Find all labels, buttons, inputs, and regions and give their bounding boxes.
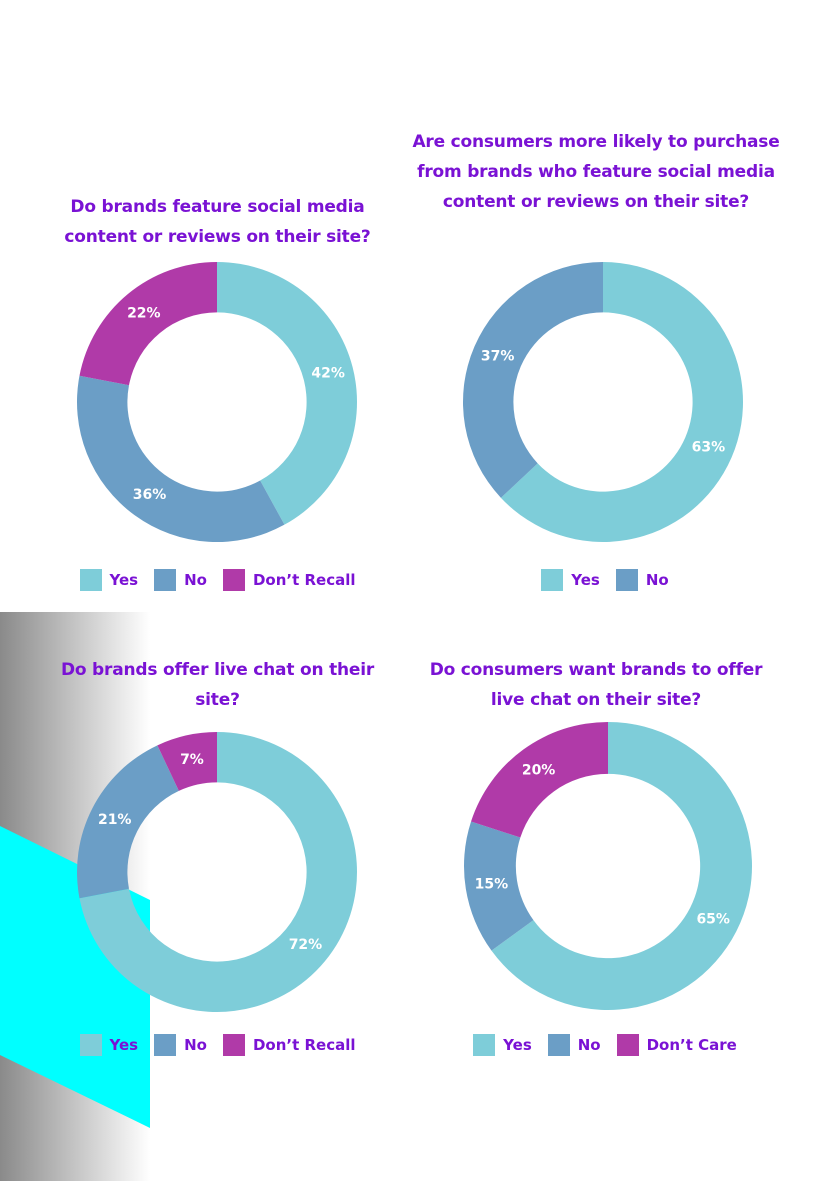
legend-label: No [645,571,669,589]
slice-don-t-care [471,722,608,838]
legend-item-don-t-recall: Don’t Recall [222,1034,356,1056]
slice-label-yes: 65% [696,912,730,928]
legend-swatch [547,1034,570,1056]
legend-label: Don’t Recall [252,571,356,589]
slice-label-don-t-care: 20% [522,762,556,778]
legend-label: Don’t Care [646,1036,737,1054]
legend-item-no: No [547,1034,601,1056]
slice-label-no: 37% [481,348,515,364]
chart-legend: Yes No Don’t Recall [20,568,415,592]
slice-label-no: 21% [98,812,132,828]
legend-label: Yes [571,571,600,589]
donut-chart: 72% 21% 7% [76,732,357,1012]
chart-legend: Yes No Don’t Care [405,1033,805,1057]
chart-legend: Yes No [405,568,805,592]
slice-no [76,745,179,899]
legend-item-yes: Yes [541,569,600,591]
legend-item-no: No [154,1034,207,1056]
donut-chart: 65% 15% 20% [464,722,752,1010]
slice-yes [79,732,357,1012]
chart-title: Do brands offer live chat on their site? [60,660,375,710]
slice-yes [491,722,752,1010]
legend-item-yes: Yes [473,1034,532,1056]
slice-don-t-recall [157,732,217,791]
slice-label-yes: 63% [692,440,726,456]
legend-label: Don’t Recall [252,1036,356,1054]
legend-swatch [154,1034,177,1056]
slice-no [463,262,603,498]
legend-label: Yes [109,1036,139,1054]
legend-swatch [616,1034,639,1056]
legend-swatch [79,569,102,591]
legend-item-don-t-recall: Don’t Recall [222,569,356,591]
chart-title: Do brands feature social media content o… [64,197,371,247]
legend-swatch [154,569,177,591]
legend-item-no: No [615,569,669,591]
slice-label-don-t-recall: 7% [180,752,204,768]
donut-chart: 42% 36% 22% [76,262,357,542]
donut-chart: 63% 37% [463,262,743,542]
slice-no [464,821,534,951]
legend-swatch [222,569,245,591]
legend-label: Yes [109,571,139,589]
slice-no [76,375,285,542]
legend-item-yes: Yes [79,569,139,591]
legend-swatch [615,569,638,591]
slice-label-no: 36% [133,487,167,503]
slice-label-don-t-recall: 22% [127,306,161,322]
legend-swatch [473,1034,496,1056]
legend-item-don-t-care: Don’t Care [616,1034,737,1056]
legend-item-no: No [154,569,207,591]
legend-swatch [222,1034,245,1056]
legend-label: No [577,1036,601,1054]
slice-label-yes: 72% [289,937,323,953]
legend-swatch [79,1034,102,1056]
chart-title: Do consumers want brands to offer live c… [429,660,763,710]
legend-item-yes: Yes [79,1034,139,1056]
slice-don-t-recall [79,262,217,386]
slice-label-yes: 42% [311,365,345,381]
legend-label: No [184,571,207,589]
chart-title: Are consumers more likely to purchase fr… [412,132,780,212]
legend-label: No [184,1036,207,1054]
chart-legend: Yes No Don’t Recall [20,1033,415,1057]
slice-yes [500,262,743,542]
legend-swatch [541,569,564,591]
slice-label-no: 15% [475,876,509,892]
legend-label: Yes [503,1036,532,1054]
slice-yes [217,262,357,525]
